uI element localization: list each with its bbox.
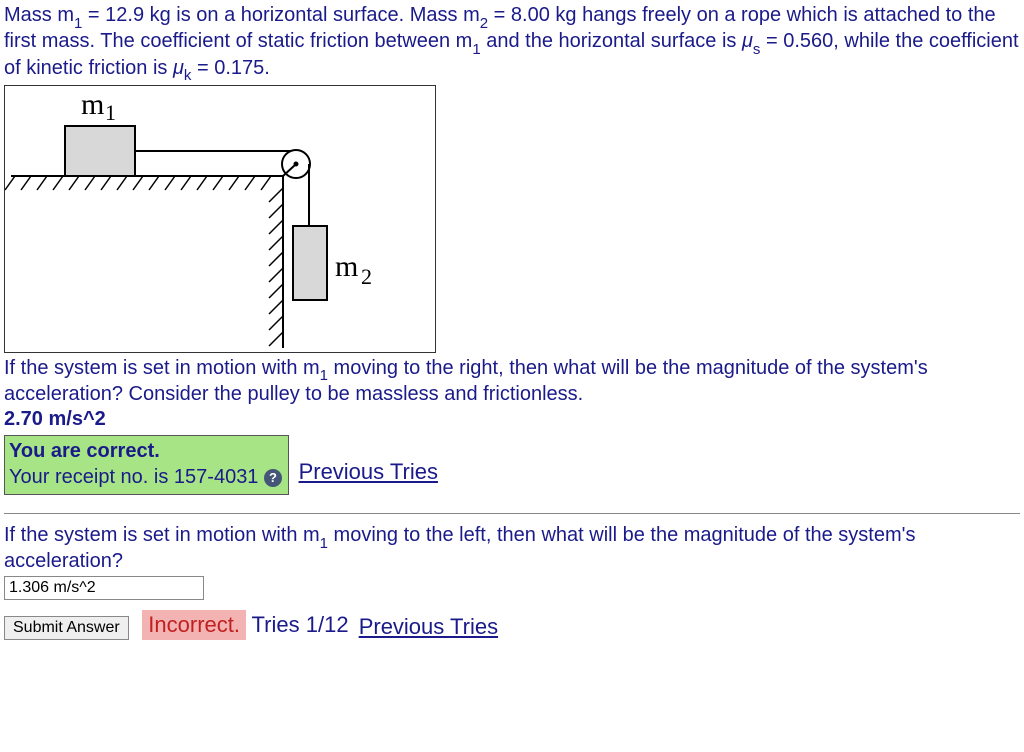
submit-answer-button[interactable]: Submit Answer — [4, 616, 129, 640]
svg-text:1: 1 — [105, 100, 116, 125]
q2-previous-tries-link[interactable]: Previous Tries — [359, 614, 498, 639]
q1-prompt: If the system is set in motion with m1 m… — [4, 357, 1020, 406]
svg-text:2: 2 — [361, 264, 372, 289]
help-icon[interactable]: ? — [264, 469, 282, 487]
q1-correct-label: You are correct. — [9, 440, 160, 462]
q1-previous-tries-link[interactable]: Previous Tries — [299, 459, 438, 484]
q2-tries-text: Tries 1/12 Previous Tries — [252, 612, 499, 637]
separator — [4, 513, 1020, 514]
q1-feedback-correct: You are correct. Your receipt no. is 157… — [4, 435, 289, 495]
problem-statement: Mass m1 = 12.9 kg is on a horizontal sur… — [4, 4, 1020, 83]
q2-incorrect-badge: Incorrect. — [142, 610, 246, 639]
q1-receipt: Your receipt no. is 157-4031 — [9, 466, 258, 488]
q2-prompt: If the system is set in motion with m1 m… — [4, 524, 1020, 573]
q1-answer: 2.70 m/s^2 — [4, 408, 1020, 431]
svg-text:m: m — [81, 88, 104, 121]
physics-diagram: m 1 m 2 — [4, 85, 436, 353]
svg-text:m: m — [335, 250, 358, 283]
q2-answer-input[interactable] — [4, 576, 204, 600]
